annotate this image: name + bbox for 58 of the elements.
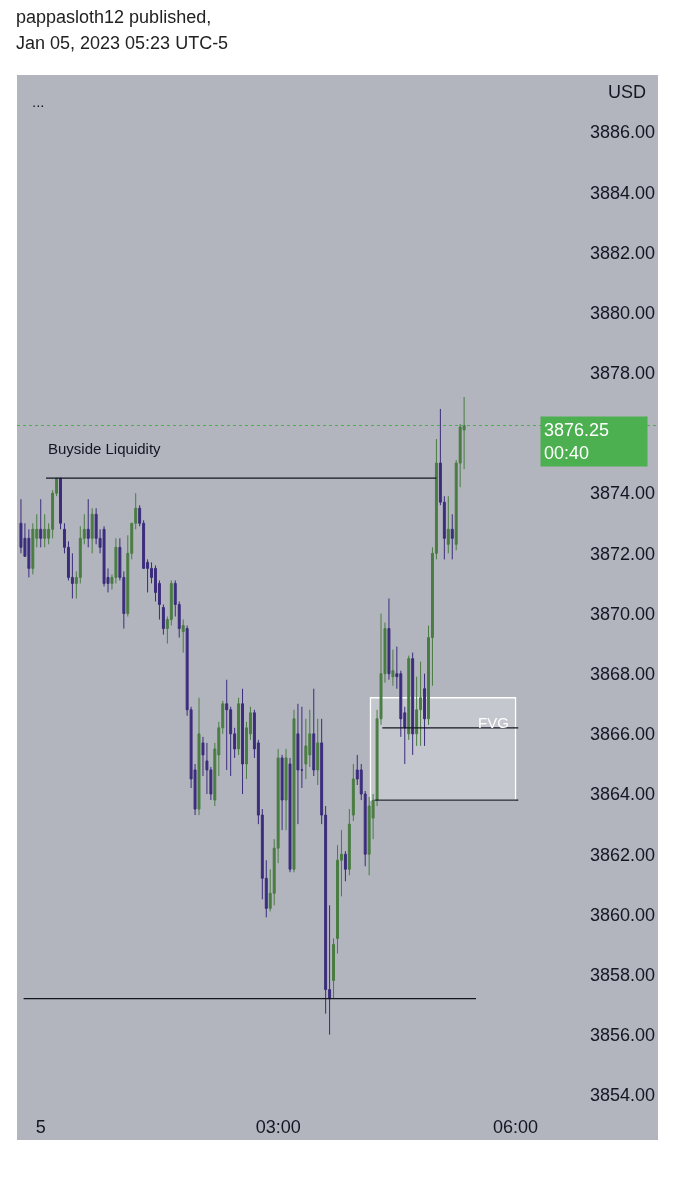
candlestick	[347, 808, 351, 876]
candlestick	[181, 619, 185, 654]
candlestick	[86, 498, 90, 548]
ref-line-label: 3876.25	[544, 420, 610, 440]
candlestick	[237, 697, 241, 756]
annotation: FVG	[478, 714, 509, 731]
candlestick	[292, 709, 296, 873]
candlestick	[43, 513, 47, 548]
y-tick-label: 3880.00	[589, 302, 655, 323]
y-tick-label: 3874.00	[589, 483, 655, 504]
y-tick-label: 3882.00	[589, 242, 655, 263]
candlestick	[90, 507, 94, 554]
candlestick	[316, 718, 320, 786]
y-tick-label: 3878.00	[589, 363, 655, 384]
y-tick-label: 3868.00	[589, 663, 655, 684]
chart-title: pappasloth12 published,	[16, 7, 212, 27]
candlestick	[446, 495, 450, 554]
candlestick	[312, 688, 316, 777]
chart-subtitle: Jan 05, 2023 05:23 UTC-5	[16, 33, 229, 53]
y-tick-label: 3884.00	[589, 182, 655, 203]
x-tick-label: 03:00	[255, 1117, 301, 1138]
y-tick-label: 3866.00	[589, 724, 655, 745]
candlestick	[39, 498, 43, 548]
y-tick-label: 3872.00	[589, 543, 655, 564]
y-tick-label: 3860.00	[589, 904, 655, 925]
candlestick	[351, 763, 355, 822]
candlestick	[343, 850, 347, 882]
candlestick	[161, 603, 165, 636]
candlestick	[19, 498, 23, 554]
candlestick	[450, 513, 454, 560]
candlestick	[197, 697, 201, 816]
y-tick-label: 3862.00	[589, 844, 655, 865]
annotation: ...	[32, 93, 45, 110]
y-axis-title: USD	[608, 82, 647, 102]
y-tick-label: 3870.00	[589, 603, 655, 624]
candlestick	[407, 655, 411, 741]
y-tick-label: 3858.00	[589, 964, 655, 985]
y-tick-label: 3856.00	[589, 1025, 655, 1045]
candlestick	[280, 754, 284, 831]
candlestick	[387, 597, 391, 681]
x-tick-label: 5	[35, 1117, 46, 1138]
candlestick	[419, 661, 423, 747]
x-tick-label: 06:00	[493, 1117, 539, 1138]
candlestick	[288, 757, 292, 873]
y-tick-label: 3864.00	[589, 784, 655, 805]
candlestick	[241, 688, 245, 795]
annotation: Buyside Liquidity	[48, 440, 162, 457]
candlestick	[59, 477, 62, 530]
y-tick-label: 3854.00	[589, 1085, 655, 1106]
candlestick	[411, 652, 415, 756]
candlestick	[367, 796, 371, 876]
candlestick	[296, 703, 300, 825]
annotation: 00:40	[544, 443, 590, 464]
y-tick-label: 3886.00	[589, 122, 655, 143]
candlestick	[391, 649, 395, 687]
candlestick	[284, 748, 288, 831]
candlestick	[423, 673, 427, 747]
candlestick	[332, 937, 336, 1000]
